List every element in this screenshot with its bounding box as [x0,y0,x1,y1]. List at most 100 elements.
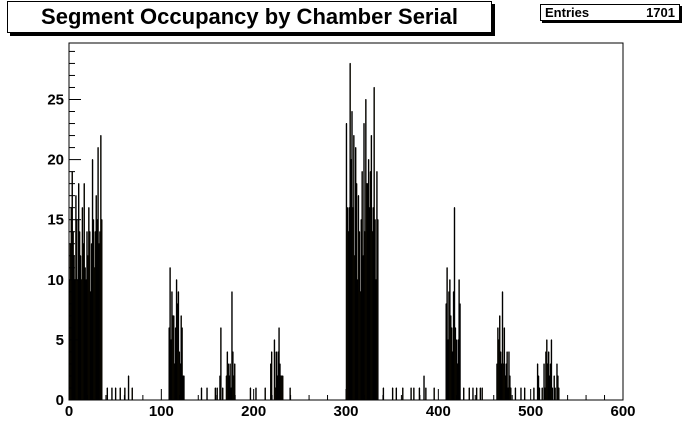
histogram-bar [520,387,522,400]
histogram-bar [537,375,540,400]
histogram-bar [374,219,376,400]
histogram-bar [370,135,373,401]
histogram-bar [361,171,363,400]
histogram-bar [353,135,355,401]
histogram-bar [119,387,121,400]
histogram-axes: 0 100 200 300 400 500 600 0 5 10 15 20 25 [47,42,636,420]
histogram-bar [232,351,234,400]
histogram-bar [481,387,483,400]
x-tick-label: 100 [149,403,174,420]
histogram-bar [101,219,103,400]
histogram-bar [206,387,208,400]
histogram-bar [226,351,229,400]
histogram-bar [546,339,548,400]
histogram-bar [358,231,361,400]
histogram-bar [127,375,130,400]
histogram-bar [503,327,506,400]
histogram-bar [183,375,185,400]
histogram-bar [279,363,281,400]
histogram-bar [499,351,502,400]
histogram-bar [220,327,222,400]
histogram-bars [68,62,560,401]
histogram-bar [558,387,560,400]
histogram-bar [181,327,183,400]
histogram-bar [95,195,97,400]
histogram-bar [501,291,504,400]
histogram-bar [229,363,231,400]
histogram-bar [423,375,425,400]
histogram-bar [83,183,85,400]
histogram-bar [214,387,217,400]
histogram-bar [91,159,94,400]
histogram-bar [453,207,456,400]
histogram-bar [547,351,550,400]
histogram-bar [227,363,229,400]
histogram-bar [523,387,526,400]
histogram-bar [463,387,465,400]
histogram-bar [273,339,276,400]
chart-title: Segment Occupancy by Chamber Serial [41,4,458,29]
histogram-bar [278,327,280,400]
histogram-bar [78,231,81,400]
histogram-bar [455,339,458,400]
chart-title-box: Segment Occupancy by Chamber Serial [7,1,492,33]
histogram-bar [131,387,133,400]
histogram-bar [395,387,398,400]
histogram-bar [508,351,510,400]
histogram-bar [86,231,88,400]
histogram-bar [180,315,182,400]
histogram-bar [410,387,412,400]
histogram-bar [391,387,394,400]
histogram-bar [114,387,117,400]
histogram-bar [454,327,457,400]
x-tick-label: 0 [65,403,73,420]
histogram-bar [509,375,511,400]
histogram-bar [234,363,236,400]
histogram-bar [178,351,181,400]
histogram-bar [169,267,171,400]
histogram-bar [355,183,358,400]
histogram-bar [553,375,555,400]
x-tick-label: 300 [333,403,358,420]
x-tick-label: 400 [426,403,451,420]
histogram-bar [357,195,360,400]
histogram-bar [249,387,252,400]
histogram-bar [541,387,543,400]
histogram-bar [88,207,90,400]
y-tick-label: 10 [47,272,64,289]
histogram-bar [551,387,554,400]
histogram-bar [349,62,351,400]
histogram-bar [89,231,91,400]
stats-entries-label: Entries [545,5,590,20]
histogram-bar [533,387,535,400]
histogram-bar [479,387,482,400]
histogram-bar [472,387,474,400]
histogram-bar [497,327,499,400]
histogram-bar [458,279,460,400]
histogram-bar [171,291,173,400]
histogram-bar [92,219,95,400]
histogram-bar [506,351,508,400]
y-tick-label: 25 [47,91,64,108]
x-tick-label: 500 [518,403,543,420]
histogram-bar [376,171,378,400]
histogram-bar [514,387,517,400]
histogram-bar [402,387,404,400]
histogram-bar [111,387,113,400]
histogram-bar [100,135,102,401]
histogram-bar [81,207,84,400]
histogram-bar [231,291,233,400]
histogram-bar [377,219,379,400]
histogram-bar [499,315,501,400]
histogram-bar [554,387,556,400]
y-tick-label: 15 [47,212,64,229]
histogram-bar [200,387,203,400]
histogram-bar [538,387,541,400]
histogram-bar [459,303,461,400]
histogram-bar [373,86,375,401]
histogram-bar [222,387,224,400]
histogram-bar [346,207,349,400]
x-tick-label: 600 [610,403,635,420]
histogram-bar [106,387,109,400]
